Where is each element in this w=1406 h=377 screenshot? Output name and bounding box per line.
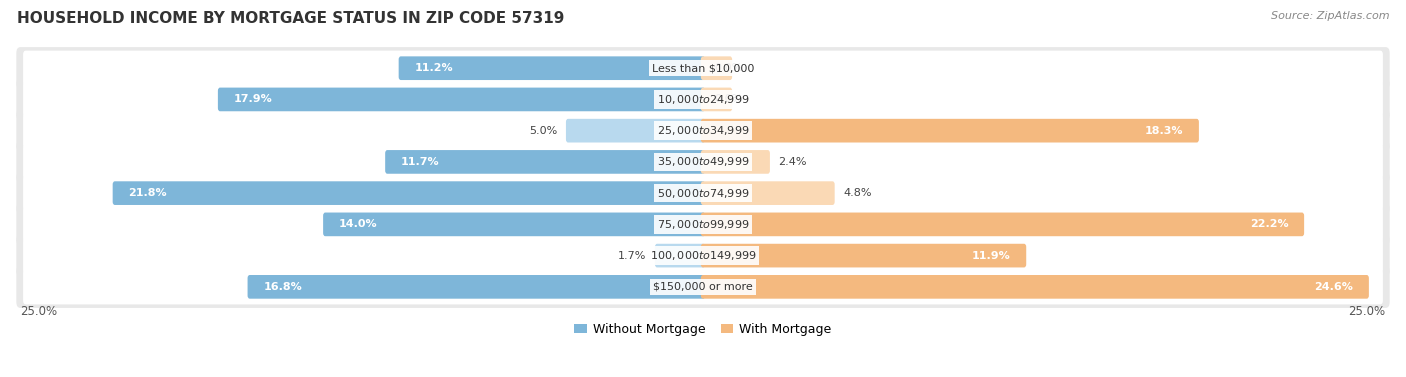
FancyBboxPatch shape xyxy=(218,87,706,111)
FancyBboxPatch shape xyxy=(17,47,1389,89)
Text: 4.8%: 4.8% xyxy=(844,188,872,198)
Text: 16.8%: 16.8% xyxy=(263,282,302,292)
FancyBboxPatch shape xyxy=(17,172,1389,214)
FancyBboxPatch shape xyxy=(247,275,706,299)
FancyBboxPatch shape xyxy=(17,78,1389,121)
Text: 24.6%: 24.6% xyxy=(1315,282,1353,292)
FancyBboxPatch shape xyxy=(567,119,706,143)
FancyBboxPatch shape xyxy=(700,56,733,80)
Text: $10,000 to $24,999: $10,000 to $24,999 xyxy=(657,93,749,106)
FancyBboxPatch shape xyxy=(17,266,1389,308)
FancyBboxPatch shape xyxy=(700,275,1369,299)
Text: $100,000 to $149,999: $100,000 to $149,999 xyxy=(650,249,756,262)
Text: $50,000 to $74,999: $50,000 to $74,999 xyxy=(657,187,749,200)
FancyBboxPatch shape xyxy=(17,203,1389,245)
FancyBboxPatch shape xyxy=(22,269,1384,304)
FancyBboxPatch shape xyxy=(700,119,1199,143)
Text: 25.0%: 25.0% xyxy=(1348,305,1385,318)
Text: $75,000 to $99,999: $75,000 to $99,999 xyxy=(657,218,749,231)
FancyBboxPatch shape xyxy=(22,113,1384,148)
FancyBboxPatch shape xyxy=(17,234,1389,277)
Text: 5.0%: 5.0% xyxy=(529,126,557,136)
Text: 22.2%: 22.2% xyxy=(1250,219,1288,229)
FancyBboxPatch shape xyxy=(22,144,1384,179)
Text: Source: ZipAtlas.com: Source: ZipAtlas.com xyxy=(1271,11,1389,21)
Text: 0.0%: 0.0% xyxy=(714,63,742,73)
Text: HOUSEHOLD INCOME BY MORTGAGE STATUS IN ZIP CODE 57319: HOUSEHOLD INCOME BY MORTGAGE STATUS IN Z… xyxy=(17,11,564,26)
Text: 14.0%: 14.0% xyxy=(339,219,377,229)
FancyBboxPatch shape xyxy=(17,141,1389,183)
Text: $25,000 to $34,999: $25,000 to $34,999 xyxy=(657,124,749,137)
Text: 11.9%: 11.9% xyxy=(972,251,1011,261)
Text: 2.4%: 2.4% xyxy=(779,157,807,167)
FancyBboxPatch shape xyxy=(22,238,1384,273)
FancyBboxPatch shape xyxy=(323,213,706,236)
Text: 17.9%: 17.9% xyxy=(233,94,273,104)
Text: 11.7%: 11.7% xyxy=(401,157,440,167)
Text: 0.0%: 0.0% xyxy=(714,94,742,104)
FancyBboxPatch shape xyxy=(22,82,1384,117)
Text: $35,000 to $49,999: $35,000 to $49,999 xyxy=(657,155,749,169)
FancyBboxPatch shape xyxy=(112,181,706,205)
Text: 11.2%: 11.2% xyxy=(415,63,453,73)
FancyBboxPatch shape xyxy=(700,150,770,174)
FancyBboxPatch shape xyxy=(22,176,1384,211)
Text: 1.7%: 1.7% xyxy=(619,251,647,261)
FancyBboxPatch shape xyxy=(22,207,1384,242)
FancyBboxPatch shape xyxy=(700,213,1305,236)
FancyBboxPatch shape xyxy=(17,110,1389,152)
Text: $150,000 or more: $150,000 or more xyxy=(654,282,752,292)
Text: 18.3%: 18.3% xyxy=(1144,126,1184,136)
FancyBboxPatch shape xyxy=(700,244,1026,267)
FancyBboxPatch shape xyxy=(399,56,706,80)
FancyBboxPatch shape xyxy=(700,87,733,111)
Text: Less than $10,000: Less than $10,000 xyxy=(652,63,754,73)
FancyBboxPatch shape xyxy=(700,181,835,205)
FancyBboxPatch shape xyxy=(22,51,1384,86)
Legend: Without Mortgage, With Mortgage: Without Mortgage, With Mortgage xyxy=(569,318,837,341)
Text: 21.8%: 21.8% xyxy=(128,188,167,198)
Text: 25.0%: 25.0% xyxy=(21,305,58,318)
FancyBboxPatch shape xyxy=(655,244,706,267)
FancyBboxPatch shape xyxy=(385,150,706,174)
